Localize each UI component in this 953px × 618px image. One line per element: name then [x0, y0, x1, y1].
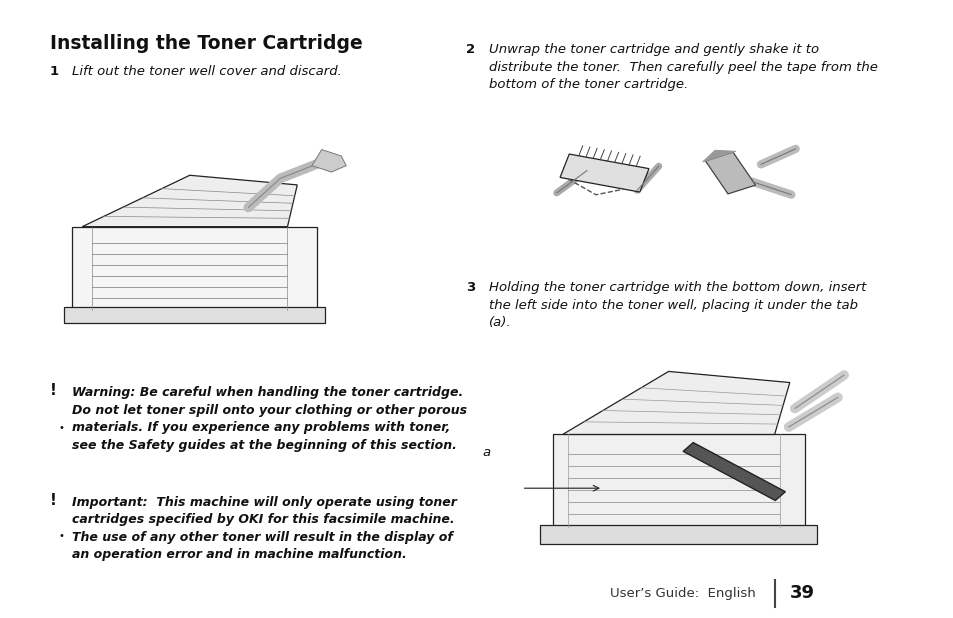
Text: User’s Guide:  English: User’s Guide: English [610, 586, 755, 600]
Text: 1: 1 [50, 65, 59, 78]
Polygon shape [312, 150, 346, 172]
FancyBboxPatch shape [72, 227, 316, 310]
Polygon shape [559, 154, 648, 192]
Polygon shape [702, 150, 735, 162]
Text: •: • [59, 531, 65, 541]
Polygon shape [705, 152, 755, 194]
FancyBboxPatch shape [552, 434, 804, 527]
Text: !: ! [50, 493, 56, 507]
Text: Holding the toner cartridge with the bottom down, insert
the left side into the : Holding the toner cartridge with the bot… [488, 281, 865, 329]
Text: Installing the Toner Cartridge: Installing the Toner Cartridge [50, 34, 362, 53]
Polygon shape [562, 371, 789, 434]
FancyBboxPatch shape [539, 525, 817, 544]
Polygon shape [82, 176, 297, 227]
Text: Lift out the toner well cover and discard.: Lift out the toner well cover and discar… [72, 65, 342, 78]
Text: Warning: Be careful when handling the toner cartridge.
Do not let toner spill on: Warning: Be careful when handling the to… [72, 386, 467, 452]
Text: !: ! [50, 383, 56, 398]
Text: Important:  This machine will only operate using toner
cartridges specified by O: Important: This machine will only operat… [72, 496, 456, 561]
FancyBboxPatch shape [64, 307, 325, 323]
Text: 2: 2 [466, 43, 475, 56]
Text: •: • [59, 423, 65, 433]
Text: Unwrap the toner cartridge and gently shake it to
distribute the toner.  Then ca: Unwrap the toner cartridge and gently sh… [488, 43, 877, 91]
Text: a: a [482, 446, 490, 459]
Text: 39: 39 [788, 584, 814, 603]
Polygon shape [682, 442, 784, 501]
Text: 3: 3 [466, 281, 475, 294]
